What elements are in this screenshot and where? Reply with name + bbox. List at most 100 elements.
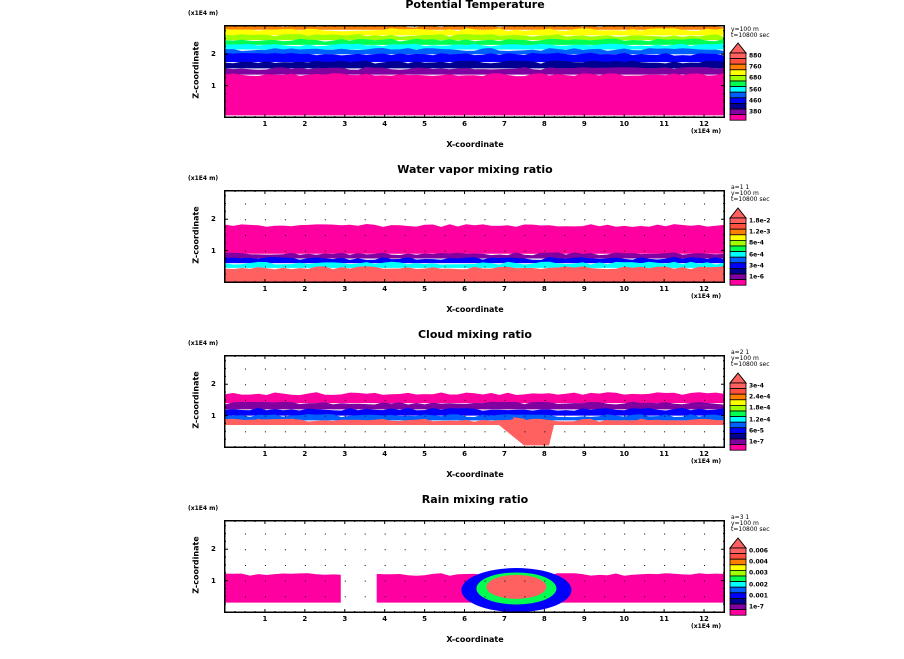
grid-dot [264,234,266,236]
x-tick-label: 2 [302,120,308,128]
grid-dot [684,266,686,268]
grid-dot [244,219,246,221]
x-tick-label: 10 [619,615,630,623]
colorbar-swatch [729,570,747,577]
x-tick-label: 11 [659,615,669,623]
grid-dot [684,250,686,252]
grid-dot [504,266,506,268]
grid-dot [544,399,546,401]
colorbar-swatch [729,268,747,275]
grid-dot [564,580,566,582]
grid-dot [484,250,486,252]
colorbar-swatch [729,444,747,451]
grid-dot [284,219,286,221]
x-tick-label: 8 [541,285,547,293]
grid-dot [644,549,646,551]
colorbar-arrow [729,537,747,549]
grid-dot [264,415,266,417]
grid-dot [304,203,306,205]
grid-dot [644,266,646,268]
grid-dot [504,415,506,417]
x-tick-label: 2 [302,285,308,293]
contour-band [225,52,724,63]
grid-dot [564,250,566,252]
grid-dot [464,549,466,551]
heatmap-canvas [224,355,725,448]
grid-dot [244,564,246,566]
z-axis-label: Z-coordinate [191,536,201,594]
grid-dot [404,564,406,566]
x-tick-label: 6 [462,285,467,293]
colorbar-swatch [729,108,747,115]
grid-dot [404,219,406,221]
grid-dot [324,234,326,236]
grid-dot [464,596,466,598]
grid-dot [624,234,626,236]
grid-dot [304,564,306,566]
grid-dot [444,564,446,566]
grid-dot [384,203,386,205]
grid-dot [544,384,546,386]
grid-dot [264,580,266,582]
grid-dot [264,533,266,535]
x-tick-label: 4 [382,615,388,623]
grid-dot [664,596,666,598]
grid-dot [364,384,366,386]
grid-dot [304,234,306,236]
grid-dot [304,415,306,417]
grid-dot [444,596,446,598]
colorbar-swatch [729,114,747,121]
grid-dot [524,203,526,205]
grid-dot [424,596,426,598]
grid-dot [404,580,406,582]
grid-dot [524,580,526,582]
contour-band [225,261,724,268]
contour-band [225,266,724,282]
grid-dot [704,266,706,268]
grid-dot [604,384,606,386]
grid-dot [404,533,406,535]
grid-dot [544,564,546,566]
info-line: y=100 m [731,355,759,362]
grid-dot [244,234,246,236]
x-tick-label: 9 [581,120,587,128]
colorbar-label: 0.002 [749,581,768,589]
grid-dot [404,415,406,417]
colorbar-label: 1e-6 [749,273,764,281]
z-tick-label: 2 [211,545,216,554]
x-tick-label: 2 [302,450,308,458]
grid-dot [424,219,426,221]
grid-dot [464,564,466,566]
contour-band [225,414,724,421]
grid-dot [504,580,506,582]
colorbar-swatch [729,388,747,395]
grid-dot [364,203,366,205]
z-tick-label: 1 [211,246,216,255]
contour-band [225,66,724,75]
grid-dot [404,384,406,386]
grid-dot [664,250,666,252]
grid-dot [524,384,526,386]
chart-panel: Water vapor mixing ratio (x1E4 m) Z-coordi… [0,163,904,329]
grid-dot [304,533,306,535]
grid-dot [484,549,486,551]
colorbar-label: 3e-4 [749,262,764,270]
grid-dot [324,533,326,535]
grid-dot [424,203,426,205]
grid-dot [624,580,626,582]
info-line: y=100 m [731,520,759,527]
grid-dot [364,431,366,433]
grid-dot [344,219,346,221]
cloud-plume [499,425,554,446]
colorbar-swatch [729,251,747,258]
grid-dot [544,533,546,535]
grid-dot [284,549,286,551]
grid-dot [244,384,246,386]
grid-dot [604,368,606,370]
x-tick-label: 12 [699,120,709,128]
x-tick-label: 3 [342,450,348,458]
grid-dot [364,564,366,566]
grid-dot [444,203,446,205]
grid-dot [364,580,366,582]
grid-dot [284,266,286,268]
